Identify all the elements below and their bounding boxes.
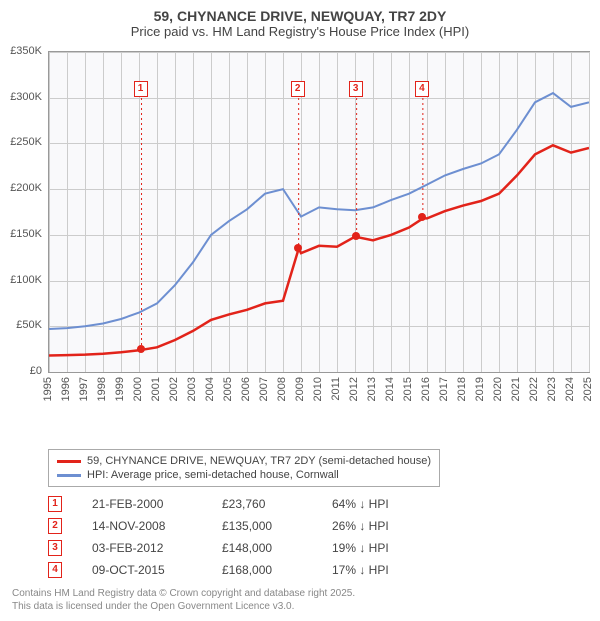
sales-marker: 1: [48, 496, 62, 512]
marker-box: 1: [134, 81, 148, 97]
x-axis-label: 2005: [222, 377, 234, 401]
x-axis-label: 2025: [582, 377, 594, 401]
x-axis-label: 2024: [564, 377, 576, 401]
x-axis-label: 2008: [276, 377, 288, 401]
sales-table: 1 21-FEB-2000 £23,760 64% ↓ HPI 2 14-NOV-2008…: [48, 493, 600, 581]
sales-delta: 26% ↓ HPI: [332, 519, 389, 533]
y-axis-label: £300K: [0, 91, 42, 103]
x-axis-label: 2016: [420, 377, 432, 401]
marker-box: 2: [291, 81, 305, 97]
x-axis-label: 1999: [114, 377, 126, 401]
x-axis-label: 2022: [528, 377, 540, 401]
x-axis-label: 2017: [438, 377, 450, 401]
x-axis-label: 2012: [348, 377, 360, 401]
sales-row: 1 21-FEB-2000 £23,760 64% ↓ HPI: [48, 493, 600, 515]
sales-delta: 19% ↓ HPI: [332, 541, 389, 555]
y-axis-label: £200K: [0, 182, 42, 194]
sales-date: 03-FEB-2012: [92, 541, 192, 555]
attribution: Contains HM Land Registry data © Crown c…: [12, 587, 590, 613]
sales-marker: 2: [48, 518, 62, 534]
sales-price: £148,000: [222, 541, 302, 555]
sales-row: 2 14-NOV-2008 £135,000 26% ↓ HPI: [48, 515, 600, 537]
sales-date: 09-OCT-2015: [92, 563, 192, 577]
x-axis-label: 1996: [60, 377, 72, 401]
y-axis-label: £150K: [0, 228, 42, 240]
marker-dot: [418, 213, 426, 221]
x-axis-label: 1997: [78, 377, 90, 401]
plot-area: [48, 51, 590, 373]
sales-date: 14-NOV-2008: [92, 519, 192, 533]
x-axis-label: 2020: [492, 377, 504, 401]
sales-delta: 64% ↓ HPI: [332, 497, 389, 511]
x-axis-label: 2000: [132, 377, 144, 401]
chart: £0 £50K £100K £150K £200K £250K £300K £350K 1995…: [0, 41, 600, 441]
series-line: [49, 93, 589, 329]
gridline-v: [589, 52, 590, 372]
x-axis-label: 2018: [456, 377, 468, 401]
marker-box: 3: [349, 81, 363, 97]
x-axis-label: 2004: [204, 377, 216, 401]
y-axis-label: £0: [0, 365, 42, 377]
legend-label: HPI: Average price, semi-detached house,…: [87, 469, 339, 481]
x-axis-label: 2007: [258, 377, 270, 401]
series-svg: [49, 52, 589, 372]
title-block: 59, CHYNANCE DRIVE, NEWQUAY, TR7 2DY Pri…: [0, 0, 600, 41]
attribution-line: Contains HM Land Registry data © Crown c…: [12, 587, 590, 600]
title-sub: Price paid vs. HM Land Registry's House …: [10, 24, 590, 39]
x-axis-label: 2014: [384, 377, 396, 401]
attribution-line: This data is licensed under the Open Gov…: [12, 600, 590, 613]
x-axis-label: 2019: [474, 377, 486, 401]
sales-price: £168,000: [222, 563, 302, 577]
x-axis-label: 2002: [168, 377, 180, 401]
x-axis-label: 2013: [366, 377, 378, 401]
sales-price: £135,000: [222, 519, 302, 533]
legend-row: 59, CHYNANCE DRIVE, NEWQUAY, TR7 2DY (se…: [57, 454, 431, 468]
x-axis-label: 2021: [510, 377, 522, 401]
legend-row: HPI: Average price, semi-detached house,…: [57, 468, 431, 482]
x-axis-label: 1998: [96, 377, 108, 401]
page: 59, CHYNANCE DRIVE, NEWQUAY, TR7 2DY Pri…: [0, 0, 600, 613]
legend-swatch: [57, 460, 81, 463]
y-axis-label: £100K: [0, 274, 42, 286]
x-axis-label: 1995: [42, 377, 54, 401]
sales-marker: 3: [48, 540, 62, 556]
marker-box: 4: [415, 81, 429, 97]
x-axis-label: 2010: [312, 377, 324, 401]
marker-dot: [137, 345, 145, 353]
y-axis-label: £250K: [0, 136, 42, 148]
legend-swatch: [57, 474, 81, 477]
sales-date: 21-FEB-2000: [92, 497, 192, 511]
x-axis-label: 2001: [150, 377, 162, 401]
x-axis-label: 2003: [186, 377, 198, 401]
title-main: 59, CHYNANCE DRIVE, NEWQUAY, TR7 2DY: [10, 8, 590, 24]
x-axis-label: 2006: [240, 377, 252, 401]
legend: 59, CHYNANCE DRIVE, NEWQUAY, TR7 2DY (se…: [48, 449, 440, 487]
series-line: [49, 145, 589, 355]
y-axis-label: £50K: [0, 319, 42, 331]
marker-dot: [352, 232, 360, 240]
x-axis-label: 2011: [330, 377, 342, 401]
legend-label: 59, CHYNANCE DRIVE, NEWQUAY, TR7 2DY (se…: [87, 455, 431, 467]
sales-row: 4 09-OCT-2015 £168,000 17% ↓ HPI: [48, 559, 600, 581]
sales-marker: 4: [48, 562, 62, 578]
y-axis-label: £350K: [0, 45, 42, 57]
sales-price: £23,760: [222, 497, 302, 511]
x-axis-label: 2015: [402, 377, 414, 401]
marker-dot: [294, 244, 302, 252]
x-axis-label: 2009: [294, 377, 306, 401]
sales-row: 3 03-FEB-2012 £148,000 19% ↓ HPI: [48, 537, 600, 559]
x-axis-label: 2023: [546, 377, 558, 401]
sales-delta: 17% ↓ HPI: [332, 563, 389, 577]
